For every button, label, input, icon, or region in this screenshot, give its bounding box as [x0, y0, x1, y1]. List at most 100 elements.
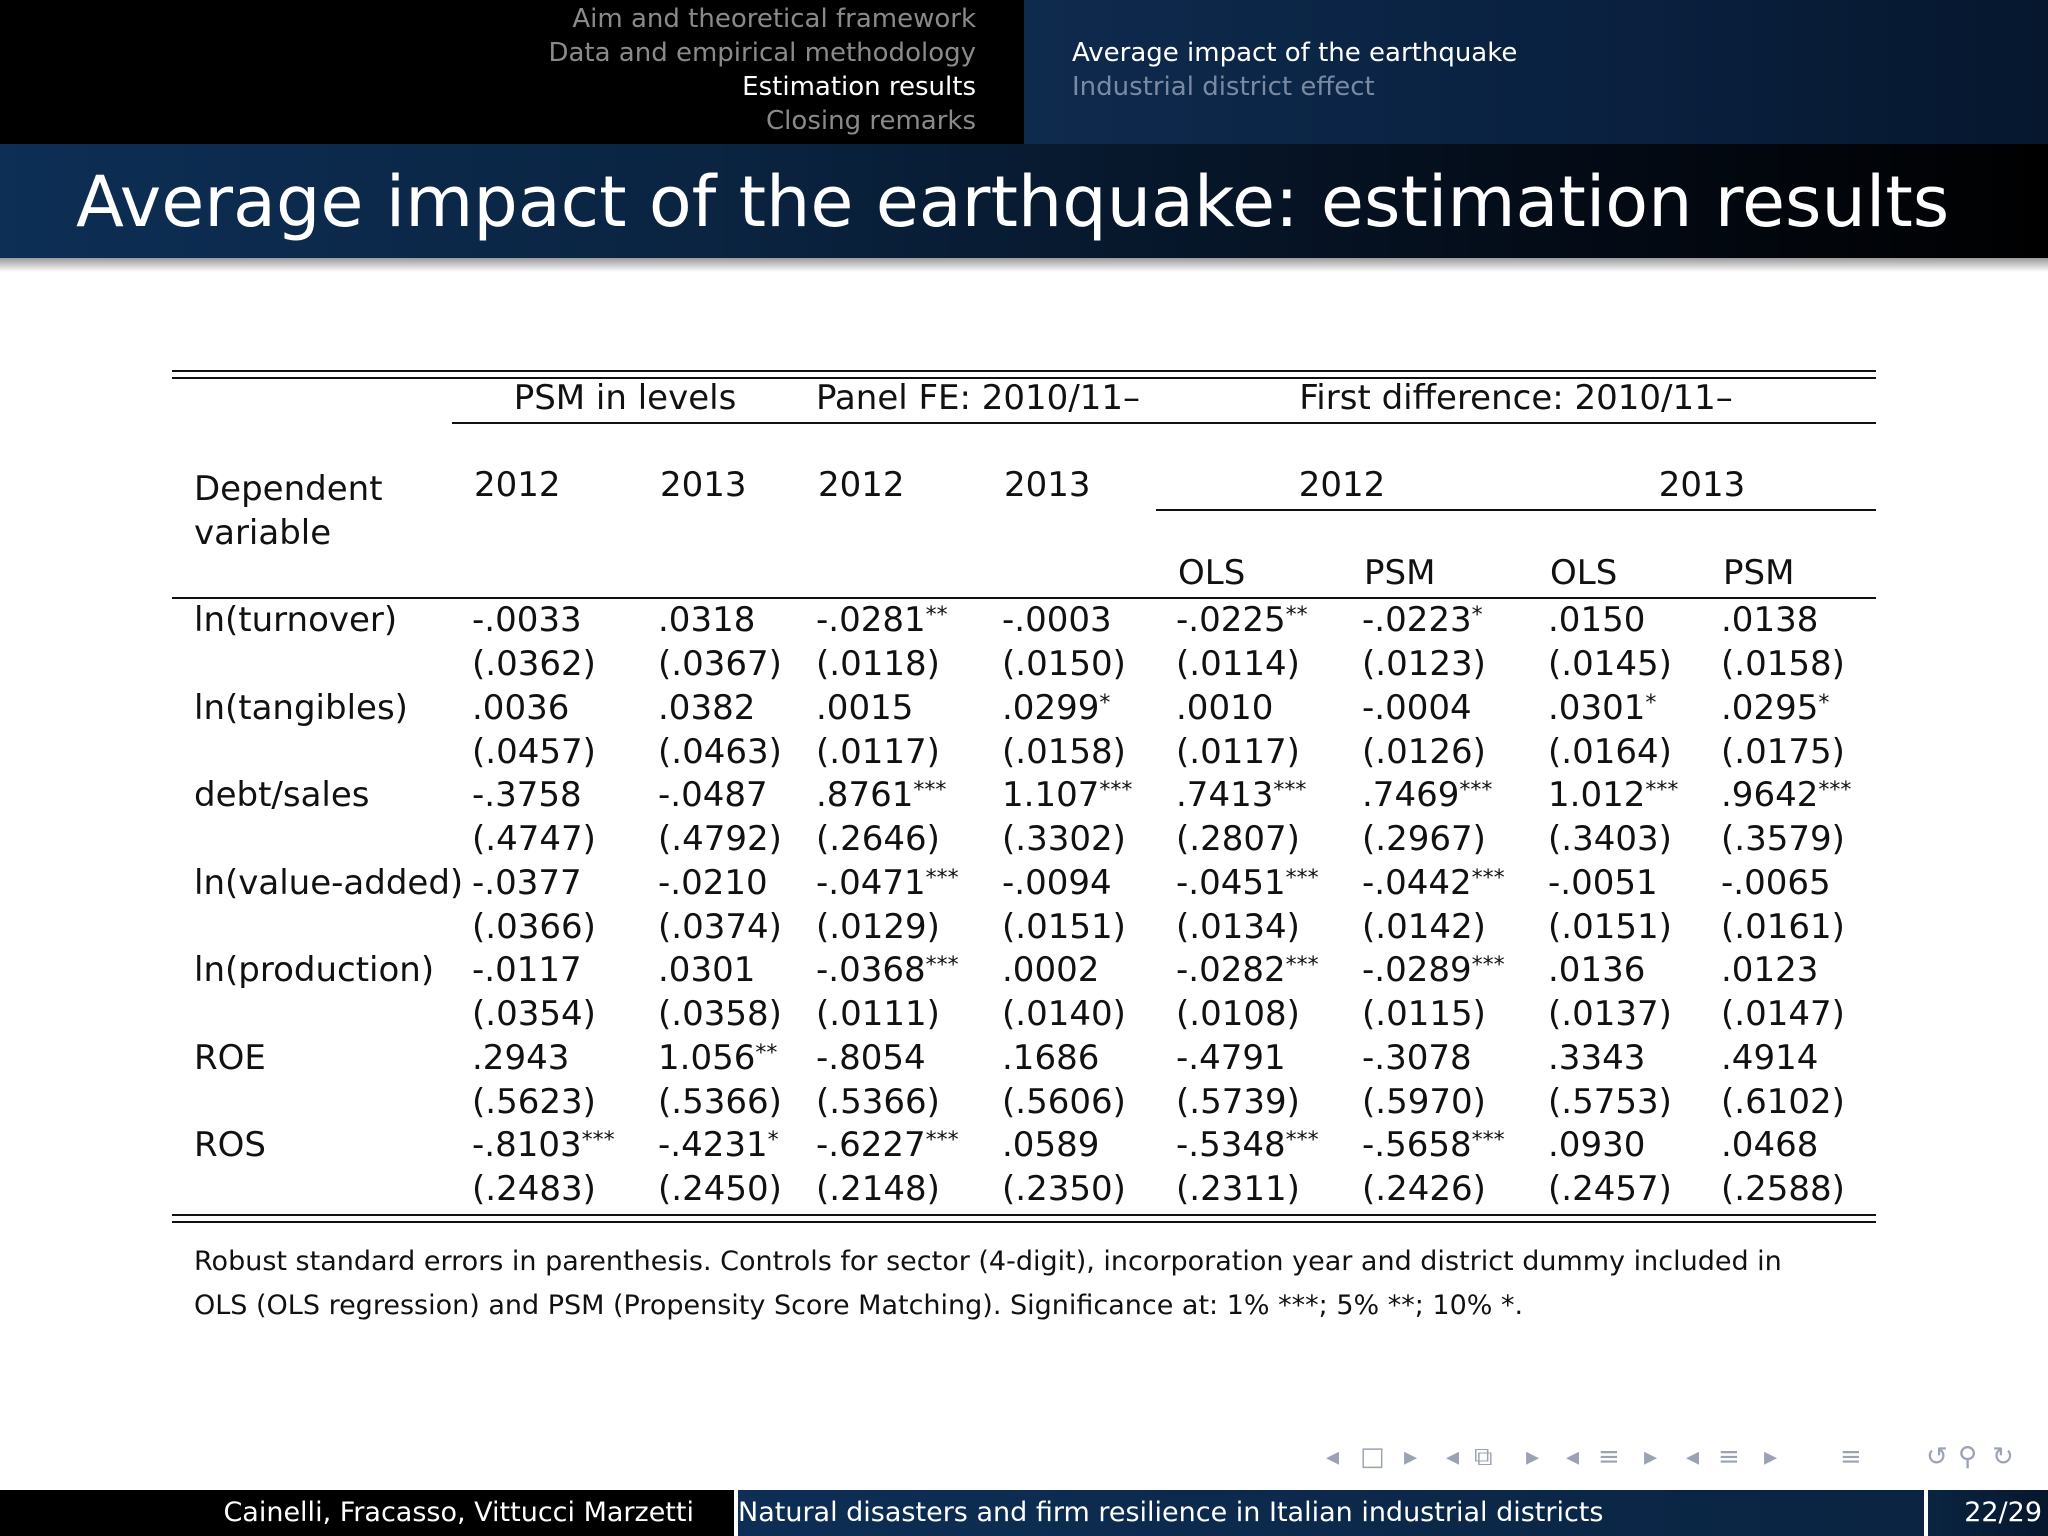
prev-subsection-icon[interactable]: ◂: [1446, 1442, 1460, 1472]
standard-error-cell: (.4792): [658, 819, 782, 859]
subsection-icon[interactable]: ⧉: [1474, 1442, 1493, 1472]
coefficient-cell: -.0377: [472, 863, 582, 903]
header-bottom-rule: [172, 597, 1876, 599]
coefficient-value: .7469: [1362, 775, 1460, 815]
coefficient-cell: .0010: [1176, 688, 1273, 728]
section-link-results[interactable]: Estimation results: [742, 72, 976, 102]
standard-error-cell: (.6102): [1721, 1081, 1845, 1122]
standard-error-cell: (.2807): [1176, 819, 1300, 859]
coefficient-value: -.0210: [658, 862, 768, 903]
coefficient-value: .0002: [1002, 950, 1100, 990]
standard-error-cell: (.0158): [1721, 644, 1845, 684]
coefficient-cell: -.0003: [1002, 600, 1112, 640]
section-icon[interactable]: ≡: [1598, 1442, 1620, 1472]
coefficient-value: .0010: [1176, 687, 1274, 728]
table-note-line: Robust standard errors in parenthesis. C…: [194, 1246, 1782, 1277]
coefficient-value: .9642: [1721, 775, 1819, 815]
next-frame-icon[interactable]: ▸: [1404, 1442, 1418, 1472]
coefficient-value: -.0033: [472, 600, 582, 640]
coefficient-value: .0930: [1548, 1125, 1646, 1165]
next-part-icon[interactable]: ▸: [1764, 1442, 1778, 1472]
standard-error-cell: (.5366): [816, 1081, 940, 1122]
standard-error-cell: (.2967): [1362, 819, 1486, 859]
coefficient-cell: -.0281**: [816, 600, 948, 640]
search-icon[interactable]: ⚲: [1958, 1442, 1978, 1472]
standard-error-cell: (.5753): [1548, 1081, 1672, 1122]
coefficient-cell: -.0282***: [1176, 950, 1319, 990]
redo-icon[interactable]: ↻: [1992, 1442, 2014, 1472]
coefficient-cell: .0002: [1002, 950, 1099, 990]
footer-authors: Cainelli, Fracasso, Vittucci Marzetti: [0, 1490, 734, 1536]
table-note-line: OLS (OLS regression) and PSM (Propensity…: [194, 1290, 1524, 1321]
significance-stars: ***: [925, 865, 959, 891]
significance-stars: ***: [1471, 1128, 1505, 1153]
method-header-psm: PSM: [1364, 553, 1436, 593]
prev-frame-icon[interactable]: ◂: [1326, 1442, 1340, 1472]
coefficient-value: -.0377: [472, 862, 582, 903]
standard-error-cell: (.0145): [1548, 644, 1672, 684]
coefficient-cell: .0318: [658, 600, 755, 640]
section-nav-bar: Aim and theoretical framework Data and e…: [0, 0, 1024, 144]
standard-error-cell: (.0362): [472, 644, 596, 684]
significance-stars: **: [925, 603, 948, 628]
coefficient-value: .0301: [658, 950, 756, 990]
standard-error-cell: (.5623): [472, 1081, 596, 1122]
row-label: ROS: [194, 1125, 266, 1165]
standard-error-cell: (.0129): [816, 906, 940, 947]
standard-error-cell: (.0123): [1362, 644, 1486, 684]
coefficient-value: -.5658: [1362, 1125, 1472, 1165]
coefficient-value: -.0065: [1721, 862, 1831, 903]
standard-error-cell: (.3403): [1548, 819, 1672, 859]
significance-stars: ***: [581, 1128, 615, 1153]
standard-error-cell: (.2311): [1176, 1169, 1300, 1209]
standard-error-cell: (.0457): [472, 731, 596, 772]
top-rule-2: [172, 377, 1876, 379]
appendix-icon[interactable]: ≡: [1840, 1442, 1862, 1472]
coefficient-value: -.0051: [1548, 862, 1658, 903]
coefficient-value: .3343: [1548, 1037, 1646, 1078]
next-section-icon[interactable]: ▸: [1644, 1442, 1658, 1472]
coefficient-cell: -.0117: [472, 950, 582, 990]
subsection-link-district-effect[interactable]: Industrial district effect: [1072, 72, 1375, 102]
prev-section-icon[interactable]: ◂: [1566, 1442, 1580, 1472]
section-link-aim[interactable]: Aim and theoretical framework: [572, 4, 976, 34]
significance-stars: ***: [913, 778, 947, 803]
significance-stars: ***: [1099, 778, 1133, 803]
subsection-link-average-impact[interactable]: Average impact of the earthquake: [1072, 38, 1518, 68]
row-label: debt/sales: [194, 775, 370, 815]
coefficient-value: .0123: [1721, 950, 1819, 990]
prev-part-icon[interactable]: ◂: [1686, 1442, 1700, 1472]
year-header: 2012: [474, 465, 561, 505]
coefficient-value: 1.056: [658, 1037, 756, 1078]
section-link-closing[interactable]: Closing remarks: [766, 106, 976, 136]
standard-error-cell: (.0151): [1548, 906, 1672, 947]
significance-stars: *: [1471, 603, 1483, 628]
frame-title-bar: [0, 144, 2048, 258]
footer-page-number: 22/29: [1928, 1490, 2048, 1536]
coefficient-cell: -.4791: [1176, 1038, 1286, 1078]
coefficient-cell: .0295*: [1721, 688, 1829, 728]
coefficient-value: -.0289: [1362, 950, 1472, 990]
coefficient-cell: -.0065: [1721, 863, 1831, 903]
coefficient-cell: .3343: [1548, 1038, 1645, 1078]
coefficient-cell: -.4231*: [658, 1125, 779, 1165]
standard-error-cell: (.2350): [1002, 1169, 1126, 1209]
coefficient-cell: -.8103***: [472, 1125, 615, 1165]
standard-error-cell: (.0175): [1721, 731, 1845, 772]
next-subsection-icon[interactable]: ▸: [1526, 1442, 1540, 1472]
standard-error-cell: (.0164): [1548, 731, 1672, 772]
coefficient-cell: .0930: [1548, 1125, 1645, 1165]
coefficient-cell: -.5348***: [1176, 1125, 1319, 1165]
standard-error-cell: (.0367): [658, 644, 782, 684]
coefficient-cell: -.0442***: [1362, 863, 1505, 903]
standard-error-cell: (.5366): [658, 1081, 782, 1122]
significance-stars: ***: [925, 953, 959, 978]
undo-icon[interactable]: ↺: [1926, 1442, 1948, 1472]
coefficient-value: .0295: [1721, 687, 1819, 728]
standard-error-cell: (.2646): [816, 819, 940, 859]
significance-stars: ***: [1471, 953, 1505, 978]
coefficient-value: -.0003: [1002, 600, 1112, 640]
frame-icon[interactable]: □: [1360, 1442, 1385, 1472]
part-icon[interactable]: ≡: [1718, 1442, 1740, 1472]
section-link-data[interactable]: Data and empirical methodology: [548, 38, 976, 68]
